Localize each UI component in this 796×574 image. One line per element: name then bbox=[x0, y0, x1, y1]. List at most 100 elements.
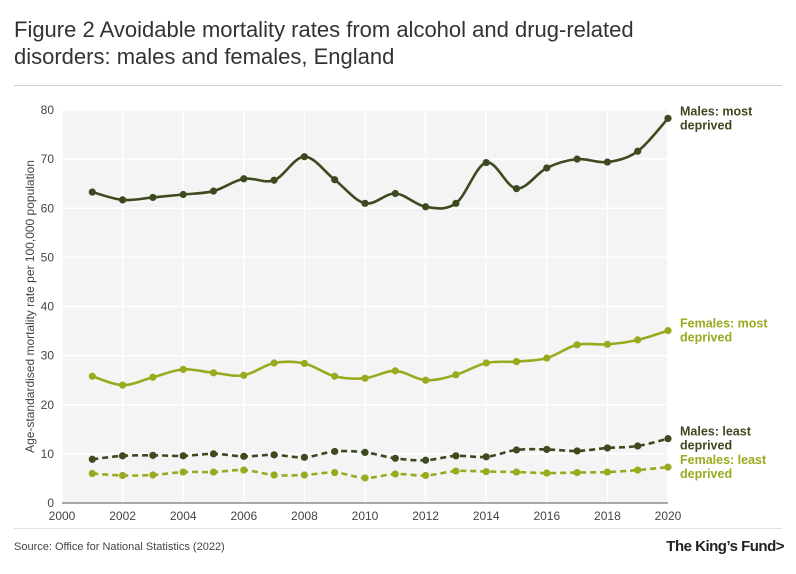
data-point-males-least bbox=[88, 455, 96, 463]
data-point-females-least bbox=[603, 468, 612, 476]
data-point-males-most bbox=[179, 190, 187, 199]
data-point-males-least bbox=[361, 448, 369, 457]
data-point-females-least bbox=[361, 474, 369, 482]
data-point-males-most bbox=[300, 153, 308, 161]
data-point-females-most bbox=[179, 365, 187, 373]
series-label-line: deprived bbox=[680, 331, 732, 345]
data-point-females-most bbox=[664, 326, 672, 335]
data-point-males-least bbox=[149, 451, 157, 459]
series-label-line: Males: least bbox=[680, 425, 752, 439]
y-tick-label: 80 bbox=[41, 103, 55, 117]
y-tick-label: 20 bbox=[41, 398, 55, 412]
data-point-males-most bbox=[88, 188, 96, 196]
x-tick-label: 2010 bbox=[352, 509, 379, 523]
data-point-males-least bbox=[512, 446, 521, 454]
data-point-females-most bbox=[603, 340, 612, 348]
data-point-females-most bbox=[634, 336, 642, 344]
series-label-line: deprived bbox=[680, 439, 732, 453]
data-point-males-most bbox=[240, 175, 248, 183]
kings-fund-logo: The King’s Fund> bbox=[666, 538, 784, 555]
data-point-females-most bbox=[240, 371, 248, 379]
data-point-males-least bbox=[119, 452, 127, 460]
x-tick-label: 2008 bbox=[291, 509, 318, 523]
series-label-line: deprived bbox=[680, 118, 732, 132]
data-point-females-most bbox=[149, 373, 157, 381]
data-point-males-most bbox=[361, 199, 369, 207]
data-point-males-most bbox=[119, 196, 127, 204]
data-point-females-least bbox=[512, 468, 521, 476]
data-point-females-least bbox=[240, 466, 248, 474]
data-point-females-least bbox=[543, 469, 551, 477]
y-tick-label: 40 bbox=[41, 300, 55, 314]
data-point-females-least bbox=[573, 468, 581, 477]
x-tick-label: 2014 bbox=[473, 509, 500, 523]
x-tick-label: 2018 bbox=[594, 509, 621, 523]
y-tick-label: 50 bbox=[41, 250, 55, 264]
data-point-females-least bbox=[88, 469, 96, 478]
data-point-males-least bbox=[452, 452, 460, 460]
data-point-females-most bbox=[270, 359, 278, 367]
x-tick-label: 2000 bbox=[49, 509, 76, 523]
data-point-males-most bbox=[664, 114, 672, 122]
source-note: Source: Office for National Statistics (… bbox=[14, 541, 225, 553]
x-tick-label: 2020 bbox=[655, 509, 682, 523]
data-point-males-most bbox=[209, 187, 218, 195]
series-label-line: Females: most bbox=[680, 317, 768, 331]
y-tick-label: 70 bbox=[41, 152, 55, 166]
data-point-males-least bbox=[422, 456, 430, 464]
y-tick-label: 60 bbox=[41, 201, 55, 215]
data-point-males-most bbox=[573, 155, 581, 163]
data-point-males-least bbox=[603, 444, 612, 452]
series-label-line: deprived bbox=[680, 467, 732, 481]
data-point-females-most bbox=[88, 372, 96, 380]
series-label-males-least: Males: least deprived bbox=[680, 425, 752, 453]
data-point-females-most bbox=[543, 354, 551, 362]
data-point-males-most bbox=[422, 203, 430, 211]
data-point-females-least bbox=[452, 467, 460, 475]
data-point-males-least bbox=[240, 452, 248, 460]
data-point-males-least bbox=[270, 451, 278, 459]
data-point-females-most bbox=[422, 376, 430, 384]
x-tick-label: 2002 bbox=[109, 509, 136, 523]
data-point-females-least bbox=[422, 471, 430, 480]
data-point-males-most bbox=[331, 176, 339, 184]
data-point-males-most bbox=[543, 164, 551, 172]
data-point-males-most bbox=[270, 176, 278, 184]
data-point-males-most bbox=[482, 158, 490, 167]
data-point-males-least bbox=[573, 447, 581, 455]
data-point-females-least bbox=[300, 471, 308, 479]
x-tick-labels: 2000 2002 2004 2006 2008 2010 2012 2014 2016 2018… bbox=[49, 509, 682, 523]
data-point-females-most bbox=[331, 372, 339, 380]
data-point-males-least bbox=[391, 454, 399, 462]
data-point-males-most bbox=[512, 185, 521, 193]
data-point-females-least bbox=[634, 466, 642, 474]
data-point-males-most bbox=[149, 193, 157, 202]
data-point-females-least bbox=[331, 468, 339, 477]
data-point-females-least bbox=[179, 468, 187, 476]
data-point-females-most bbox=[300, 359, 308, 368]
series-label-males-most: Males: most deprived bbox=[680, 104, 753, 132]
data-point-females-most bbox=[512, 357, 521, 366]
footer-divider bbox=[14, 528, 782, 529]
data-point-males-least bbox=[179, 452, 187, 460]
data-point-females-least bbox=[119, 471, 127, 480]
data-point-males-least bbox=[634, 442, 642, 450]
y-tick-label: 30 bbox=[41, 349, 55, 363]
data-point-females-least bbox=[209, 468, 218, 476]
data-point-females-most bbox=[209, 369, 218, 377]
data-point-males-most bbox=[391, 189, 399, 198]
y-tick-label: 10 bbox=[41, 447, 55, 461]
data-point-males-least bbox=[300, 453, 308, 461]
data-point-males-least bbox=[209, 450, 218, 458]
data-point-males-least bbox=[543, 445, 551, 454]
data-point-males-most bbox=[634, 147, 642, 155]
x-tick-label: 2004 bbox=[170, 509, 197, 523]
data-point-females-least bbox=[391, 470, 399, 478]
data-point-males-least bbox=[482, 453, 490, 461]
y-axis-label: Age-standardised mortality rate per 100,… bbox=[23, 160, 37, 453]
data-point-females-least bbox=[270, 471, 278, 479]
y-tick-label: 0 bbox=[47, 496, 54, 510]
data-point-females-most bbox=[573, 341, 581, 349]
